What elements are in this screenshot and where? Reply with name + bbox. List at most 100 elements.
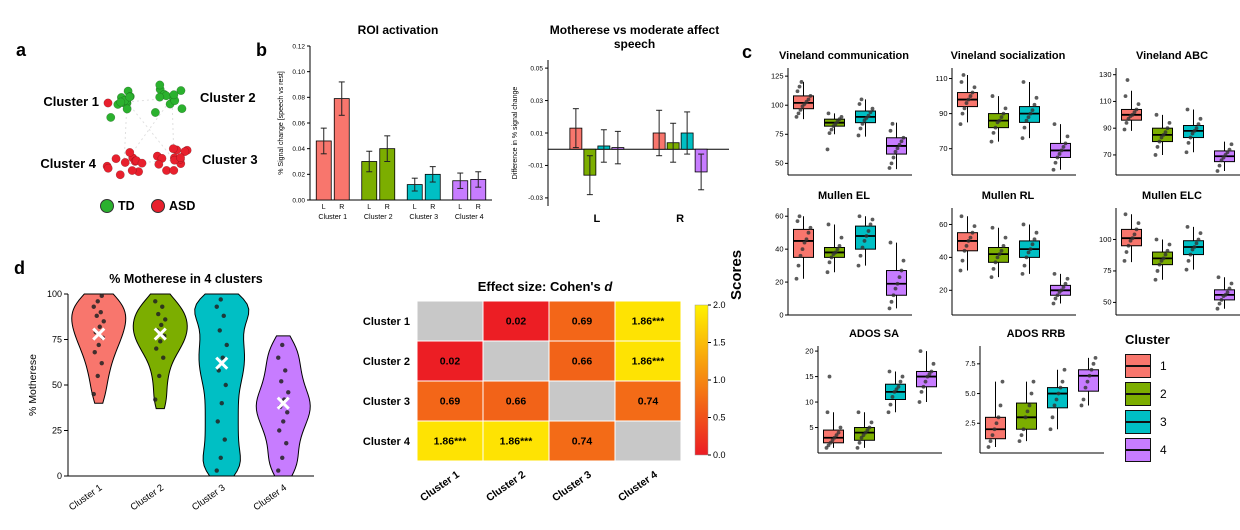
cluster-legend-swatch bbox=[1125, 354, 1151, 378]
svg-text:Cluster 3: Cluster 3 bbox=[190, 483, 227, 514]
vineland-abc-boxplot: Vineland ABC 70 90 110 130 bbox=[1086, 50, 1240, 185]
cluster-legend: Cluster 1 2 3 4 bbox=[1125, 332, 1170, 466]
svg-text:20: 20 bbox=[805, 346, 813, 355]
svg-text:R: R bbox=[339, 204, 344, 211]
svg-text:0.66: 0.66 bbox=[506, 395, 527, 407]
svg-text:0.5: 0.5 bbox=[713, 412, 726, 422]
svg-text:2.0: 2.0 bbox=[713, 300, 726, 310]
svg-text:R: R bbox=[676, 213, 684, 225]
svg-text:Cluster 1: Cluster 1 bbox=[318, 212, 347, 221]
roi-activation-chart: ROI activation 0.00 0.02 0.04 0.06 0.08 0.10 0.… bbox=[274, 23, 496, 236]
ados_sa-plot: 5 10 15 20 bbox=[805, 345, 942, 454]
svg-text:5.0: 5.0 bbox=[965, 388, 975, 397]
svg-text:1.0: 1.0 bbox=[713, 375, 726, 385]
svg-text:% Motherese: % Motherese bbox=[27, 354, 39, 416]
ados_rrb-plot: 2.5 5.0 7.5 bbox=[965, 345, 1104, 454]
svg-text:Cluster 1: Cluster 1 bbox=[363, 316, 410, 328]
svg-text:1.86***: 1.86*** bbox=[434, 435, 468, 447]
svg-text:0: 0 bbox=[779, 310, 783, 319]
motherese_violin-title: % Motherese in 4 clusters bbox=[109, 272, 263, 286]
svg-text:R: R bbox=[430, 204, 435, 211]
cluster-legend-label: 2 bbox=[1160, 387, 1167, 401]
svg-text:20: 20 bbox=[775, 277, 783, 286]
cluster-legend-label: 1 bbox=[1160, 359, 1167, 373]
svg-text:Cluster 2: Cluster 2 bbox=[484, 468, 528, 504]
cluster-legend-item: 1 bbox=[1125, 354, 1170, 378]
svg-text:0.05: 0.05 bbox=[530, 65, 543, 72]
mullen_el-plot: 0 20 40 60 bbox=[775, 207, 912, 319]
svg-text:0.02: 0.02 bbox=[506, 315, 527, 327]
svg-text:Cluster 1: Cluster 1 bbox=[43, 94, 99, 109]
vineland_abc-plot: 70 90 110 130 bbox=[1099, 67, 1240, 176]
svg-text:50: 50 bbox=[52, 380, 62, 390]
svg-text:0.0: 0.0 bbox=[713, 450, 726, 460]
svg-text:Cluster 4: Cluster 4 bbox=[455, 212, 484, 221]
motherese-violin-chart: % Motherese in 4 clusters 0 25 50 75 100 % Mot… bbox=[22, 272, 322, 526]
svg-text:Cluster 3: Cluster 3 bbox=[409, 212, 438, 221]
svg-text:40: 40 bbox=[939, 252, 947, 261]
cluster-legend-item: 2 bbox=[1125, 382, 1170, 406]
svg-text:0.02: 0.02 bbox=[292, 171, 305, 178]
svg-text:0.74: 0.74 bbox=[638, 395, 659, 407]
roi_activation-title: ROI activation bbox=[357, 23, 439, 37]
cluster-legend-swatch bbox=[1125, 438, 1151, 462]
svg-text:L: L bbox=[413, 204, 417, 211]
mullen-el-boxplot: Mullen EL 0 20 40 60 bbox=[758, 190, 916, 325]
svg-text:15: 15 bbox=[805, 372, 813, 381]
svg-text:ASD: ASD bbox=[169, 199, 195, 213]
mullen-rl-boxplot: Mullen RL 20 40 60 bbox=[922, 190, 1080, 325]
svg-text:Cluster 4: Cluster 4 bbox=[616, 468, 660, 504]
svg-text:L: L bbox=[594, 213, 601, 225]
svg-text:Cluster 3: Cluster 3 bbox=[550, 468, 594, 504]
svg-text:125: 125 bbox=[771, 71, 784, 80]
svg-text:0.66: 0.66 bbox=[572, 355, 593, 367]
vineland_abc-title: Vineland ABC bbox=[1135, 50, 1209, 62]
svg-text:0.01: 0.01 bbox=[530, 130, 543, 137]
ados-rrb-boxplot: ADOS RRB 2.5 5.0 7.5 bbox=[950, 328, 1108, 463]
mullen_elc-plot: 50 75 100 bbox=[1099, 207, 1240, 316]
svg-text:Cluster 4: Cluster 4 bbox=[40, 156, 96, 171]
svg-text:Cluster 2: Cluster 2 bbox=[364, 212, 393, 221]
svg-text:0.74: 0.74 bbox=[572, 435, 593, 447]
mullen_rl-plot: 20 40 60 bbox=[939, 207, 1076, 316]
svg-text:-0.03: -0.03 bbox=[528, 195, 543, 202]
vineland_socialization-plot: 70 90 110 bbox=[936, 67, 1076, 176]
svg-text:0.00: 0.00 bbox=[292, 197, 305, 204]
svg-text:L: L bbox=[322, 204, 326, 211]
svg-text:R: R bbox=[476, 204, 481, 211]
svg-text:Cluster 2: Cluster 2 bbox=[200, 90, 256, 105]
svg-text:110: 110 bbox=[1100, 96, 1112, 105]
svg-text:-0.01: -0.01 bbox=[528, 162, 543, 169]
svg-text:100: 100 bbox=[771, 100, 784, 109]
svg-text:0.10: 0.10 bbox=[292, 69, 305, 76]
svg-text:Cluster 2: Cluster 2 bbox=[129, 483, 166, 514]
vineland_socialization-title: Vineland socialization bbox=[950, 50, 1066, 62]
mullen_rl-title: Mullen RL bbox=[981, 190, 1035, 202]
cluster-legend-label: 3 bbox=[1160, 415, 1167, 429]
mullen_el-title: Mullen EL bbox=[818, 190, 870, 202]
svg-text:0.08: 0.08 bbox=[292, 94, 305, 101]
vineland_communication-plot: 50 75 100 125 bbox=[771, 67, 912, 176]
motherese-vs-moderate-chart: Motherese vs moderate affect speech -0.03… bbox=[508, 23, 733, 230]
svg-text:10: 10 bbox=[805, 397, 813, 406]
cluster-legend-swatch bbox=[1125, 382, 1151, 406]
svg-text:75: 75 bbox=[1103, 266, 1111, 275]
cluster-network-diagram: Cluster 1 Cluster 2 Cluster 4 Cluster 3 TD AS… bbox=[12, 58, 262, 223]
cluster-diagram-svg: Cluster 1 Cluster 2 Cluster 4 Cluster 3 TD AS… bbox=[40, 80, 258, 213]
svg-text:25: 25 bbox=[52, 426, 62, 436]
svg-text:100: 100 bbox=[1099, 234, 1112, 243]
vineland-communication-boxplot: Vineland communication 50 75 100 125 bbox=[758, 50, 916, 185]
svg-text:1.86***: 1.86*** bbox=[632, 355, 666, 367]
svg-text:Cluster 4: Cluster 4 bbox=[252, 483, 289, 514]
motherese_diff-title: Motherese vs moderate affect speech bbox=[549, 23, 720, 51]
svg-text:110: 110 bbox=[936, 73, 948, 82]
effect_size-plot: 0.02 0.69 1.86*** Cluster 1 0.02 0.66 1.86*** C… bbox=[363, 300, 726, 504]
svg-text:100: 100 bbox=[47, 289, 62, 299]
ados_rrb-title: ADOS RRB bbox=[1006, 328, 1066, 340]
cluster-legend-item: 4 bbox=[1125, 438, 1170, 462]
svg-text:1.5: 1.5 bbox=[713, 337, 726, 347]
panel-b-letter: b bbox=[256, 40, 267, 60]
svg-text:70: 70 bbox=[939, 144, 947, 153]
svg-text:90: 90 bbox=[1103, 123, 1111, 132]
panel-c-letter: c bbox=[742, 42, 753, 62]
